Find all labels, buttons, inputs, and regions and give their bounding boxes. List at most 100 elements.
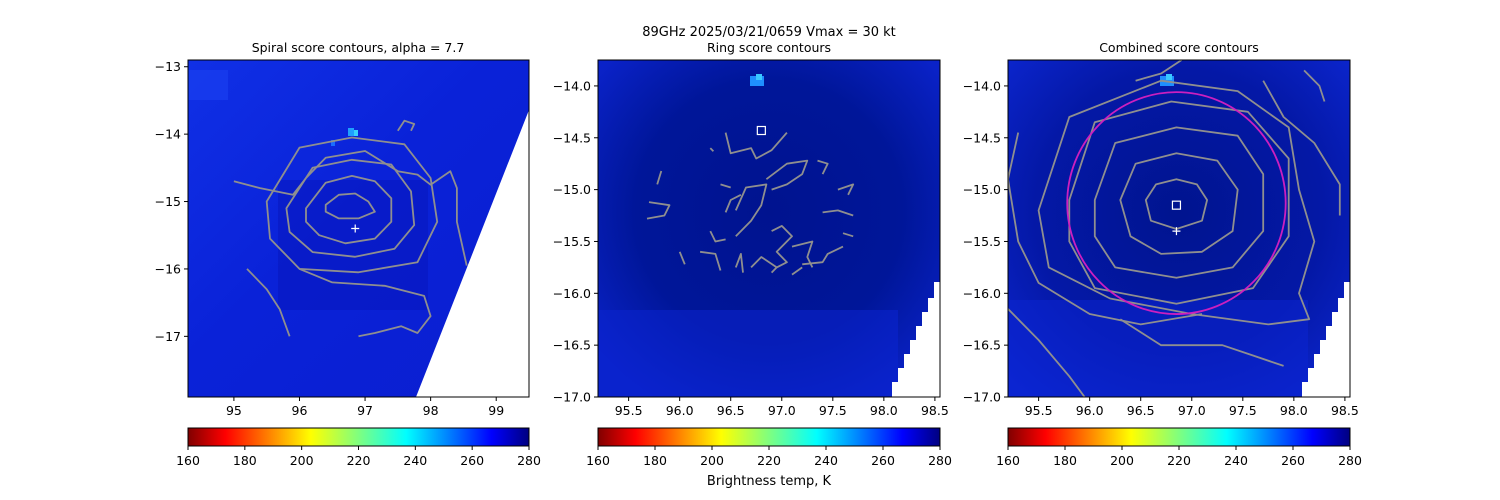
x-tick-label: 98.0 xyxy=(870,403,898,418)
warm-pixel xyxy=(756,74,762,80)
x-tick-label: 98 xyxy=(423,403,439,418)
y-tick-label: −15.0 xyxy=(553,182,591,197)
contour-line xyxy=(724,193,742,213)
colorbar-tick-label: 280 xyxy=(1338,453,1362,468)
contour-line xyxy=(837,183,855,196)
colorbar-gradient xyxy=(597,427,941,447)
y-tick-label: −17.0 xyxy=(553,390,591,405)
contour-line xyxy=(305,175,393,245)
y-tick-label: −15 xyxy=(155,194,181,209)
contour-line xyxy=(1144,178,1208,230)
panel-ring: Ring score contours 95.5 96.0 96.5 97.0 97.5… xyxy=(553,40,952,489)
x-tick-label: 98.5 xyxy=(921,403,949,418)
colorbar-gradient xyxy=(187,427,530,447)
contour-line xyxy=(734,183,768,237)
panel-title: Spiral score contours, alpha = 7.7 xyxy=(252,40,465,55)
axes: 95.5 96.0 96.5 97.0 97.5 98.0 98.5 −14.0 −14.5 −1… xyxy=(963,78,1359,418)
x-tick-label: 97.5 xyxy=(819,403,847,418)
contour-layer xyxy=(233,119,468,338)
colorbar-tick-label: 180 xyxy=(643,453,667,468)
x-tick-label: 95 xyxy=(226,403,242,418)
plot-area xyxy=(188,60,529,397)
contour-line xyxy=(1119,152,1239,255)
warm-pixel xyxy=(331,140,335,146)
x-tick-label: 95.5 xyxy=(615,403,643,418)
swath-gap-wedge xyxy=(416,110,529,397)
colorbar-tick-label: 280 xyxy=(928,453,952,468)
y-tick-label: −15.0 xyxy=(963,182,1001,197)
x-tick-label: 96.5 xyxy=(1127,403,1155,418)
y-tick-label: −15.5 xyxy=(963,234,1001,249)
panel-spiral: Spiral score contours, alpha = 7.7 95 96 9… xyxy=(155,40,541,468)
y-tick-label: −16.5 xyxy=(963,338,1001,353)
colorbar-tick-label: 200 xyxy=(290,453,314,468)
colorbar-tick-label: 260 xyxy=(1281,453,1305,468)
colorbar-tick-label: 280 xyxy=(517,453,541,468)
colorbar-tick-label: 260 xyxy=(460,453,484,468)
colorbar-ticks: 160 180 200 220 240 260 280 xyxy=(996,446,1362,468)
colorbar-tick-label: 180 xyxy=(233,453,257,468)
contour-line xyxy=(802,245,844,266)
colorbar-label: Brightness temp, K xyxy=(707,474,832,489)
contour-line xyxy=(1068,100,1290,305)
contour-line xyxy=(734,253,744,273)
score-center-marker xyxy=(756,125,766,136)
y-tick-label: −16 xyxy=(155,261,181,276)
warm-pixel xyxy=(750,76,764,86)
contour-line xyxy=(771,225,793,269)
contour-line xyxy=(709,230,726,243)
panel-title: Combined score contours xyxy=(1099,40,1259,55)
x-tick-label: 96.0 xyxy=(1076,403,1104,418)
x-tick-label: 95.5 xyxy=(1025,403,1053,418)
contour-line xyxy=(822,209,854,217)
x-tick-label: 97 xyxy=(357,403,373,418)
first-guess-center-marker xyxy=(1172,227,1181,236)
contour-line xyxy=(765,159,809,191)
contour-line xyxy=(724,132,788,160)
contour-line xyxy=(656,170,663,185)
y-tick-label: −15.5 xyxy=(553,234,591,249)
y-tick-label: −14.5 xyxy=(963,130,1001,145)
figure-suptitle: 89GHz 2025/03/21/0659 Vmax = 30 kt xyxy=(642,25,896,40)
contour-line xyxy=(791,266,803,276)
x-tick-label: 96.5 xyxy=(717,403,745,418)
contour-line xyxy=(709,147,715,152)
warm-pixel xyxy=(348,128,354,136)
colorbar-ticks: 160 180 200 220 240 260 280 xyxy=(176,446,541,468)
ring-fit-circle xyxy=(1066,91,1287,315)
first-guess-center-marker xyxy=(351,224,360,233)
contour-line xyxy=(1262,80,1341,216)
plot-frame xyxy=(187,59,530,398)
colorbar-tick-label: 200 xyxy=(1110,453,1134,468)
contour-layer xyxy=(646,132,855,276)
marker-layer xyxy=(351,224,360,233)
contour-line xyxy=(699,250,722,271)
axes: 95.5 96.0 96.5 97.0 97.5 98.0 98.5 −14.0 −14.5 −1… xyxy=(553,78,949,418)
marker-layer xyxy=(756,125,766,136)
swath-gap-stair xyxy=(892,282,940,397)
colorbar-tick-label: 240 xyxy=(1224,453,1248,468)
y-tick-label: −14 xyxy=(155,127,181,142)
plot-frame xyxy=(597,59,941,398)
y-tick-label: −16.0 xyxy=(963,286,1001,301)
axes: 95 96 97 98 99 −13 −14 −15 −16 −17 xyxy=(155,59,505,418)
x-tick-label: 98.0 xyxy=(1280,403,1308,418)
panel-title: Ring score contours xyxy=(707,40,831,55)
colorbar-tick-label: 220 xyxy=(1167,453,1191,468)
contour-line xyxy=(817,159,829,175)
y-tick-label: −13 xyxy=(155,59,181,74)
y-tick-label: −17 xyxy=(155,329,181,344)
y-tick-label: −14.5 xyxy=(553,130,591,145)
colorbar-ticks: 160 180 200 220 240 260 280 xyxy=(586,446,952,468)
contour-line xyxy=(246,268,291,337)
y-tick-label: −16.5 xyxy=(553,338,591,353)
x-tick-label: 96.0 xyxy=(666,403,694,418)
contour-line xyxy=(678,251,686,265)
colorbar-tick-label: 180 xyxy=(1053,453,1077,468)
colorbar-tick-label: 160 xyxy=(996,453,1020,468)
heatmap-patch-bottom xyxy=(598,310,898,397)
colorbar: 160 180 200 220 240 260 280 xyxy=(996,427,1362,468)
warm-pixel xyxy=(354,130,358,136)
x-tick-label: 97.0 xyxy=(768,403,796,418)
colorbar-tick-label: 220 xyxy=(757,453,781,468)
